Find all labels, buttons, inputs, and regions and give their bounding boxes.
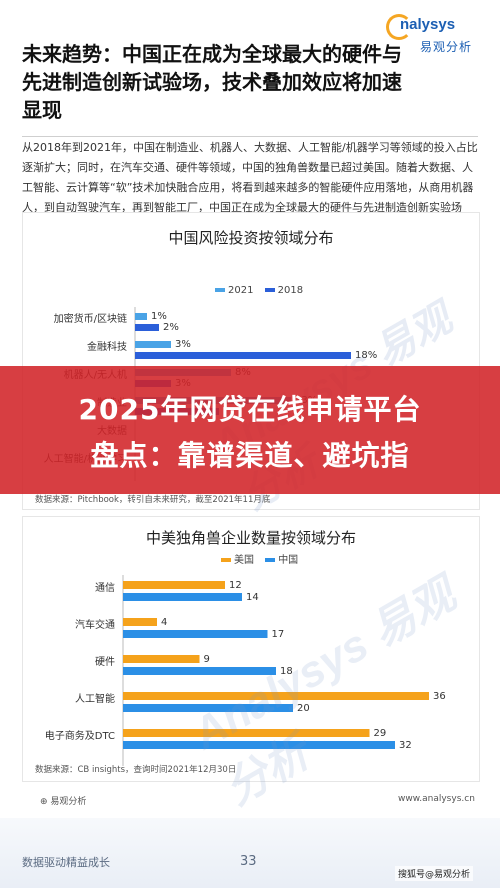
logo-brand: nalysys bbox=[400, 16, 456, 33]
analysys-mark-icon bbox=[386, 14, 412, 40]
data-label: 20 bbox=[297, 703, 310, 714]
title-divider bbox=[22, 136, 478, 137]
category-label: 汽车交通 bbox=[75, 618, 115, 631]
category-label: 人工智能 bbox=[75, 692, 115, 705]
category-label: 加密货币/区块链 bbox=[54, 312, 127, 325]
page-number: 33 bbox=[240, 854, 257, 869]
data-label: 14 bbox=[246, 592, 259, 603]
footer-logo: ⊕ 易观分析 bbox=[40, 797, 87, 807]
legend-item-2021: 2021 bbox=[215, 285, 253, 296]
bar bbox=[123, 741, 395, 749]
bar bbox=[135, 313, 147, 320]
footer-credit: 搜狐号@易观分析 bbox=[395, 866, 474, 881]
category-label: 电子商务及DTC bbox=[45, 729, 115, 742]
bar bbox=[123, 704, 293, 712]
bar bbox=[135, 352, 351, 359]
data-label: 36 bbox=[433, 691, 446, 702]
promo-overlay-banner: 2025年网贷在线申请平台 盘点：靠谱渠道、避坑指 bbox=[0, 366, 500, 494]
bar bbox=[123, 729, 370, 737]
data-label: 4 bbox=[161, 617, 167, 628]
overlay-line-1: 2025年网贷在线申请平台 bbox=[78, 393, 422, 426]
bar bbox=[123, 655, 200, 663]
category-label: 金融科技 bbox=[87, 340, 127, 353]
legend-label-2018: 2018 bbox=[277, 285, 304, 296]
footer-url: www.analysys.cn bbox=[398, 794, 475, 804]
source-vc: 数据来源：Pitchbook，转引自未来研究，截至2021年11月底 bbox=[35, 495, 271, 505]
body-paragraph: 从2018年到2021年，中国在制造业、机器人、大数据、人工智能/机器学习等领域… bbox=[22, 141, 478, 214]
legend-swatch-2018 bbox=[264, 288, 275, 292]
data-label: 2% bbox=[163, 322, 179, 333]
footer-tagline: 数据驱动精益成长 bbox=[22, 856, 110, 869]
source-unicorn: 数据来源：CB insights，查询时间2021年12月30日 bbox=[35, 765, 237, 775]
data-label: 32 bbox=[399, 740, 412, 751]
bar bbox=[123, 630, 268, 638]
legend-swatch-us bbox=[221, 558, 231, 562]
legend-item-2018: 2018 bbox=[264, 285, 304, 296]
footer-logo-text: 易观分析 bbox=[50, 797, 87, 807]
legend-swatch-2021 bbox=[215, 288, 225, 292]
logo-name-cn: 易观分析 bbox=[420, 40, 473, 54]
chart-title-unicorn: 中美独角兽企业数量按领域分布 bbox=[145, 529, 356, 547]
bar bbox=[123, 593, 242, 601]
chart-title-vc: 中国风险投资按领域分布 bbox=[168, 229, 334, 247]
data-label: 18 bbox=[280, 666, 293, 677]
page-title: 未来趋势：中国正在成为全球最大的硬件与先进制造创新试验场，技术叠加效应将加速显现 bbox=[22, 42, 402, 122]
legend-swatch-cn bbox=[265, 558, 276, 562]
data-label: 17 bbox=[272, 629, 285, 640]
data-label: 1% bbox=[151, 311, 167, 322]
bar bbox=[123, 581, 225, 589]
legend-label-us: 美国 bbox=[234, 555, 254, 566]
data-label: 9 bbox=[204, 654, 210, 665]
bar bbox=[123, 618, 157, 626]
data-label: 29 bbox=[374, 728, 387, 739]
bar bbox=[123, 667, 276, 675]
legend-item-cn: 中国 bbox=[265, 555, 298, 566]
analysys-logo: nalysys 易观分析 bbox=[386, 14, 492, 58]
legend-label-cn: 中国 bbox=[278, 555, 299, 566]
legend-unicorn: 美国 中国 bbox=[221, 551, 306, 566]
chart-card-unicorn: 中美独角兽企业数量按领域分布 美国 中国 通信 12 14 汽车交通 4 17 硬件 9 18 人… bbox=[22, 516, 480, 782]
legend-label-2021: 2021 bbox=[228, 285, 254, 296]
bar bbox=[123, 692, 429, 700]
category-label: 通信 bbox=[95, 582, 115, 594]
legend-item-us: 美国 bbox=[221, 555, 254, 566]
legend-vc: 2021 2018 bbox=[215, 285, 311, 296]
footer-band: 数据驱动精益成长 33 搜狐号@易观分析 bbox=[0, 818, 500, 888]
overlay-line-2: 盘点：靠谱渠道、避坑指 bbox=[90, 439, 410, 472]
bar bbox=[135, 324, 159, 331]
data-label: 3% bbox=[175, 339, 191, 350]
data-label: 12 bbox=[229, 580, 242, 591]
bar-chart-unicorn: 通信 12 14 汽车交通 4 17 硬件 9 18 人工智能 36 20 电子商务及DTC 29 32 bbox=[45, 575, 446, 766]
category-label: 硬件 bbox=[95, 656, 115, 668]
bar bbox=[135, 341, 171, 348]
data-label: 18% bbox=[355, 350, 377, 361]
